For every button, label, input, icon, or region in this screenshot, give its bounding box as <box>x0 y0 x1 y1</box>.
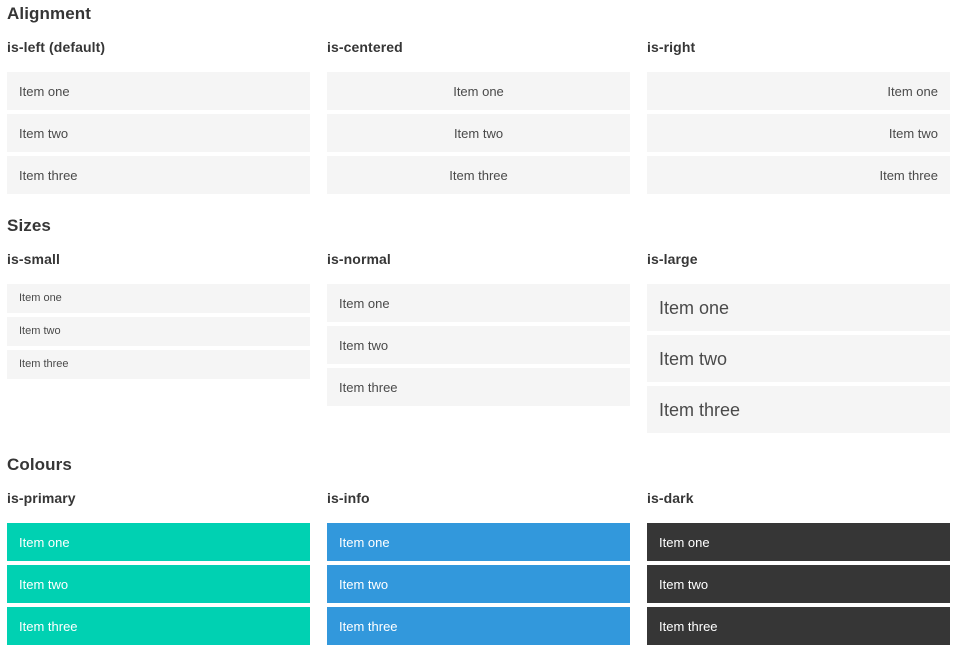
block-list: Item one Item two Item three <box>7 284 310 379</box>
list-item: Item two <box>7 317 310 346</box>
section-colours: Colours is-primary Item one Item two Ite… <box>7 455 950 645</box>
block-list: Item one Item two Item three <box>647 72 950 194</box>
column-is-primary: is-primary Item one Item two Item three <box>7 491 310 645</box>
list-item: Item two <box>7 565 310 603</box>
list-item: Item two <box>647 114 950 152</box>
list-item: Item one <box>327 72 630 110</box>
column-heading: is-dark <box>647 490 694 506</box>
block-list: Item one Item two Item three <box>7 72 310 194</box>
list-item: Item two <box>7 114 310 152</box>
columns-row: is-small Item one Item two Item three is… <box>7 252 950 433</box>
list-item: Item one <box>647 72 950 110</box>
list-item: Item three <box>7 350 310 379</box>
section-title: Sizes <box>7 216 51 235</box>
column-heading: is-left (default) <box>7 39 106 55</box>
list-item: Item three <box>647 607 950 645</box>
list-item: Item three <box>327 607 630 645</box>
block-list: Item one Item two Item three <box>647 284 950 433</box>
list-item: Item two <box>327 114 630 152</box>
list-item: Item three <box>327 368 630 406</box>
list-item: Item two <box>327 565 630 603</box>
list-item: Item one <box>327 523 630 561</box>
column-heading: is-large <box>647 251 698 267</box>
section-alignment: Alignment is-left (default) Item one Ite… <box>7 4 950 194</box>
column-heading: is-normal <box>327 251 391 267</box>
list-item: Item three <box>7 607 310 645</box>
column-is-dark: is-dark Item one Item two Item three <box>647 491 950 645</box>
list-item: Item one <box>7 523 310 561</box>
list-item: Item three <box>647 386 950 433</box>
list-item: Item three <box>647 156 950 194</box>
list-item: Item two <box>327 326 630 364</box>
list-item: Item two <box>647 335 950 382</box>
column-heading: is-centered <box>327 39 403 55</box>
block-list: Item one Item two Item three <box>327 523 630 645</box>
column-is-normal: is-normal Item one Item two Item three <box>327 252 630 433</box>
list-item: Item one <box>327 284 630 322</box>
column-is-centered: is-centered Item one Item two Item three <box>327 40 630 194</box>
section-title: Alignment <box>7 4 92 23</box>
list-item: Item one <box>7 284 310 313</box>
column-is-left: is-left (default) Item one Item two Item… <box>7 40 310 194</box>
columns-row: is-left (default) Item one Item two Item… <box>7 40 950 194</box>
section-sizes: Sizes is-small Item one Item two Item th… <box>7 216 950 433</box>
column-is-small: is-small Item one Item two Item three <box>7 252 310 433</box>
column-heading: is-right <box>647 39 696 55</box>
list-item: Item two <box>647 565 950 603</box>
column-heading: is-primary <box>7 490 76 506</box>
block-list: Item one Item two Item three <box>7 523 310 645</box>
list-item: Item one <box>647 284 950 331</box>
list-item: Item three <box>327 156 630 194</box>
columns-row: is-primary Item one Item two Item three … <box>7 491 950 645</box>
column-is-large: is-large Item one Item two Item three <box>647 252 950 433</box>
list-item: Item one <box>7 72 310 110</box>
list-item: Item one <box>647 523 950 561</box>
block-list: Item one Item two Item three <box>647 523 950 645</box>
column-heading: is-small <box>7 251 60 267</box>
block-list: Item one Item two Item three <box>327 72 630 194</box>
column-is-right: is-right Item one Item two Item three <box>647 40 950 194</box>
list-item: Item three <box>7 156 310 194</box>
column-is-info: is-info Item one Item two Item three <box>327 491 630 645</box>
block-list: Item one Item two Item three <box>327 284 630 406</box>
section-title: Colours <box>7 455 72 474</box>
column-heading: is-info <box>327 490 370 506</box>
